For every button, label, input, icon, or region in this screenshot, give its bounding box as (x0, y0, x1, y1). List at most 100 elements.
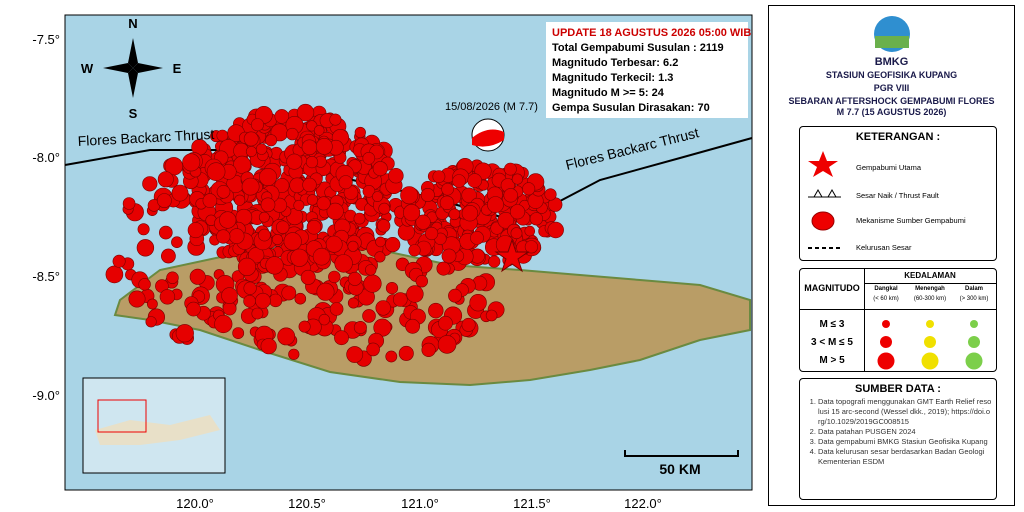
info-line: Magnitudo M >= 5: 24 (552, 87, 665, 99)
aftershock (511, 173, 524, 185)
aftershock (251, 307, 264, 320)
aftershock (182, 153, 201, 172)
aftershock (248, 247, 265, 264)
aftershock (420, 188, 435, 203)
aftershock (296, 103, 315, 122)
aftershock (255, 143, 268, 155)
aftershock (274, 109, 290, 124)
aftershock (138, 278, 151, 291)
aftershock (524, 240, 539, 254)
aftershock (334, 330, 349, 346)
aftershock (375, 300, 391, 316)
aftershock (232, 327, 245, 339)
aftershock (509, 204, 526, 220)
aftershock (374, 251, 386, 263)
legend-item: Gempabumi Utama (856, 163, 922, 172)
aftershock (408, 244, 421, 257)
aftershock (216, 185, 231, 199)
aftershock (488, 255, 501, 268)
station: STASIUN GEOFISIKA KUPANG (825, 70, 958, 80)
info-box: UPDATE 18 AGUSTUS 2026 05:00 WIB Total G… (546, 22, 751, 118)
lat-tick-label: -8.0° (32, 150, 60, 165)
aftershock (159, 289, 176, 305)
aftershock (137, 223, 150, 236)
aftershock (189, 268, 206, 285)
aftershock (353, 320, 367, 334)
aftershock (175, 324, 194, 343)
info-line: Gempa Susulan Dirasakan: 70 (552, 102, 710, 114)
aftershock (268, 293, 283, 308)
beachball-fill (472, 129, 504, 147)
depth-column: (60-300 km) (913, 296, 947, 302)
legend-item: Mekanisme Sumber Gempabumi (856, 216, 966, 225)
info-line: Magnitudo Terbesar: 6.2 (552, 57, 678, 69)
aftershock (415, 214, 431, 230)
lon-tick-label: 121.0° (401, 496, 439, 511)
aftershock (105, 265, 124, 284)
aftershock (503, 162, 517, 176)
aftershock (438, 315, 453, 331)
aftershock (362, 152, 376, 165)
sources-list: Data topografi menggunakan GMT Earth Rel… (800, 397, 992, 467)
depth-column: (< 60 km) (873, 296, 899, 302)
aftershock (405, 318, 420, 334)
depth-title: KEDALAMAN (904, 271, 956, 280)
lat-tick-label: -8.5° (32, 269, 60, 284)
aftershock (487, 196, 504, 214)
scale-bar: 50 KM (624, 450, 739, 477)
aftershock (290, 248, 309, 267)
aftershock (425, 226, 439, 241)
aftershock (315, 137, 333, 155)
aftershock (286, 127, 299, 141)
legend: KETERANGAN : Gempabumi Utama Sesar Naik … (799, 126, 997, 261)
aftershock (187, 222, 204, 239)
info-box-bg (546, 22, 748, 118)
aftershock (318, 313, 330, 326)
aftershock (461, 187, 477, 204)
aftershock (365, 264, 377, 276)
aftershock (206, 162, 226, 181)
compass-label: E (173, 61, 182, 76)
aftershock (265, 256, 284, 275)
aftershock (166, 271, 179, 284)
aftershock (301, 139, 318, 156)
aftershock (302, 177, 317, 193)
aftershock (400, 186, 419, 205)
aftershock (510, 227, 523, 240)
aftershock (306, 219, 322, 235)
aftershock (392, 292, 408, 307)
aftershock (441, 248, 457, 264)
compass-label: W (81, 61, 94, 76)
aftershock (171, 236, 183, 248)
aftershock (171, 184, 189, 202)
aftershock (274, 178, 290, 194)
aftershock (313, 125, 325, 136)
aftershock (214, 314, 233, 334)
magnitude-table: MAGNITUDO KEDALAMAN Dangkal (< 60 km) Mene… (799, 268, 997, 372)
aftershock (406, 285, 424, 303)
panel-subtitle: M 7.7 (15 AGUSTUS 2026) (836, 107, 947, 117)
aftershock (421, 342, 436, 358)
info-line: Total Gempabumi Susulan : 2119 (552, 42, 724, 54)
aftershock (432, 170, 446, 183)
aftershock (316, 196, 331, 211)
aftershock (363, 274, 382, 293)
depth-column: Menengah (915, 286, 945, 292)
aftershock (439, 195, 455, 211)
aftershocks (105, 103, 564, 367)
aftershock (216, 229, 231, 244)
aftershock (202, 193, 218, 208)
aftershock (112, 254, 126, 268)
side-panel: BMKG STASIUN GEOFISIKA KUPANG PGR VIII S… (768, 5, 1015, 506)
scale-label: 50 KM (659, 461, 700, 477)
aftershock (145, 316, 157, 328)
aftershock (288, 348, 300, 360)
aftershock (469, 294, 487, 312)
aftershock (329, 113, 342, 126)
info-title: UPDATE 18 AGUSTUS 2026 05:00 WIB (552, 27, 751, 39)
aftershock (347, 297, 359, 309)
map: 15/08/2026 (M 7.7) Flores Backarc Thrust… (32, 14, 753, 511)
aftershock (470, 230, 484, 245)
aftershock (219, 211, 237, 229)
row-label: M > 5 (819, 355, 845, 366)
